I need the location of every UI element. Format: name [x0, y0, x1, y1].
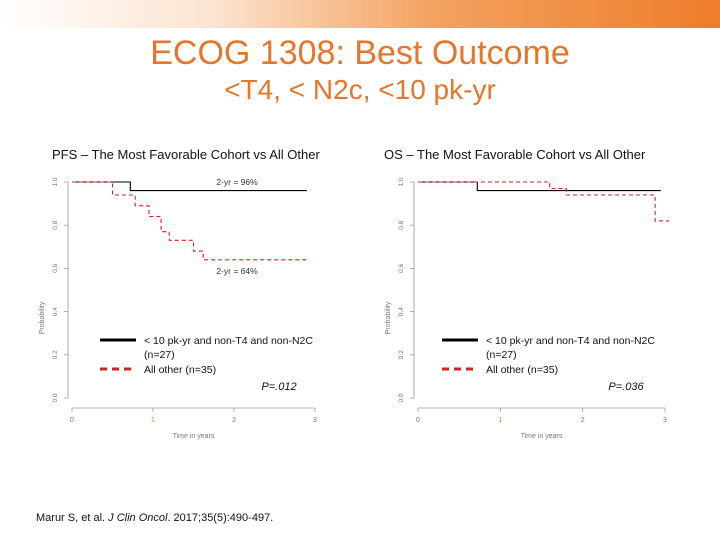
- citation-journal: J Clin Oncol: [108, 512, 168, 524]
- citation-authors: Marur S, et al.: [36, 512, 109, 524]
- legend-label-all-other: All other (n=35): [486, 364, 558, 376]
- slide-subtitle: <T4, < N2c, <10 pk-yr: [224, 74, 496, 105]
- os-chart-title: OS – The Most Favorable Cohort vs All Ot…: [384, 147, 646, 162]
- favorable-cohort-curve: [72, 181, 307, 192]
- y-tick-label: 1.0: [398, 177, 405, 186]
- top-accent-bar: [0, 0, 720, 28]
- favorable-cohort-curve: [418, 181, 661, 192]
- citation: Marur S, et al. J Clin Oncol. 2017;35(5)…: [36, 512, 273, 524]
- y-axis-label: Probability: [385, 301, 392, 334]
- y-tick-label: 0.4: [398, 307, 405, 316]
- y-tick-label: 0.6: [398, 264, 405, 273]
- y-tick-label: 0.0: [52, 393, 59, 402]
- x-tick-label: 2: [581, 417, 585, 424]
- x-tick-label: 0: [70, 417, 74, 424]
- y-tick-label: 0.0: [398, 393, 405, 402]
- x-tick-label: 1: [498, 417, 502, 424]
- y-tick-label: 0.8: [52, 220, 59, 229]
- y-tick-label: 0.4: [52, 307, 59, 316]
- pfs-chart-title: PFS – The Most Favorable Cohort vs All O…: [52, 147, 320, 162]
- annotation-label: 2-yr = 96%: [216, 177, 258, 187]
- y-tick-label: 0.2: [52, 350, 59, 359]
- y-tick-label: 0.8: [398, 220, 405, 229]
- y-tick-label: 0.6: [52, 264, 59, 273]
- y-tick-label: 0.2: [398, 350, 405, 359]
- x-tick-label: 3: [663, 417, 667, 424]
- os-chart: 0.0 0.2 0.4 0.6 0.8 1.0 Probability 0 1 2 3 Time in…: [385, 177, 670, 440]
- legend-label-favorable: < 10 pk-yr and non-T4 and non-N2C: [144, 335, 313, 347]
- x-axis-label: Time in years: [521, 433, 563, 440]
- x-axis-label: Time in years: [173, 433, 215, 440]
- p-value-label: P=.036: [608, 381, 644, 393]
- legend-label-all-other: All other (n=35): [144, 364, 216, 376]
- x-tick-label: 2: [232, 417, 236, 424]
- legend-label-favorable-n: (n=27): [144, 349, 175, 361]
- y-tick-label: 1.0: [52, 177, 59, 186]
- legend-label-favorable-n: (n=27): [486, 349, 517, 361]
- x-tick-label: 0: [416, 417, 420, 424]
- citation-rest: . 2017;35(5):490-497.: [167, 512, 274, 524]
- p-value-label: P=.012: [261, 381, 296, 393]
- slide-title: ECOG 1308: Best Outcome: [150, 34, 570, 72]
- legend-label-favorable: < 10 pk-yr and non-T4 and non-N2C: [486, 335, 655, 347]
- pfs-chart: 0.0 0.2 0.4 0.6 0.8 1.0 Probability 0 1 2 3 Time in…: [39, 177, 317, 440]
- y-axis-label: Probability: [39, 301, 46, 334]
- x-tick-label: 1: [151, 417, 155, 424]
- annotation-label: 2-yr = 64%: [216, 266, 258, 276]
- x-tick-label: 3: [313, 417, 317, 424]
- all-other-curve: [72, 181, 307, 261]
- all-other-curve: [418, 181, 670, 222]
